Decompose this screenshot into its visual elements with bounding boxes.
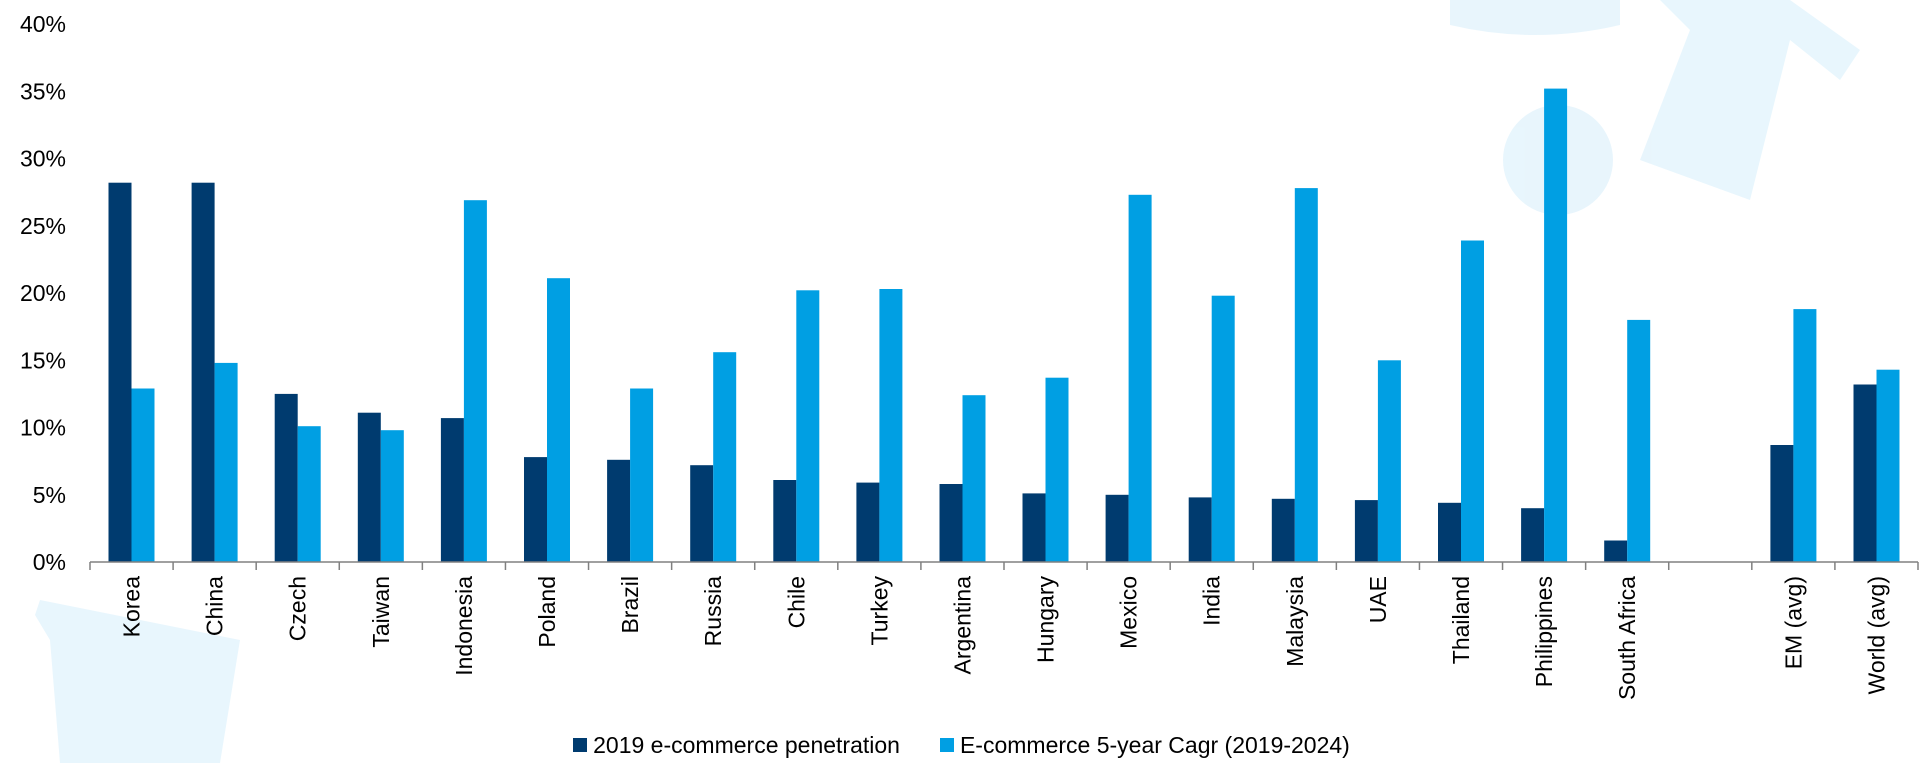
bar-penetration	[773, 480, 797, 562]
bar-penetration	[524, 457, 547, 562]
x-tick-label: Taiwan	[368, 576, 394, 648]
legend-item-cagr: E-commerce 5-year Cagr (2019-2024)	[939, 731, 1350, 759]
y-tick-label: 20%	[20, 280, 66, 306]
bar-penetration	[1271, 498, 1295, 562]
legend-item-penetration: 2019 e-commerce penetration	[573, 732, 900, 759]
x-tick-label: Hungary	[1033, 576, 1059, 663]
x-tick-label: Czech	[285, 576, 311, 641]
bar-cagr	[1876, 369, 1900, 562]
bar-cagr	[1294, 188, 1318, 562]
y-tick-label: 15%	[20, 347, 66, 373]
y-tick-label: 40%	[20, 11, 66, 37]
bar-penetration	[1604, 540, 1628, 562]
x-tick-label: EM (avg)	[1780, 576, 1806, 669]
x-axis: Korea China Czech Taiwan Indonesia Poland Braz…	[89, 561, 1919, 700]
bar-penetration	[1022, 493, 1046, 562]
bar-cagr	[796, 290, 820, 562]
bar-cagr	[380, 430, 404, 562]
bar-penetration	[690, 465, 714, 562]
bar-penetration	[191, 182, 215, 562]
bar-cagr	[297, 426, 321, 562]
bar-penetration	[108, 182, 132, 562]
y-tick-label: 35%	[20, 78, 66, 104]
shirt-watermark-icon	[1640, 0, 1860, 200]
background-decoration	[35, 0, 1860, 763]
bar-penetration	[1770, 445, 1794, 562]
legend-swatch-penetration	[573, 738, 588, 752]
y-tick-label: 30%	[20, 146, 66, 172]
bar-penetration	[1354, 500, 1378, 562]
bar-cagr	[547, 278, 570, 562]
x-tick-label: UAE	[1365, 576, 1391, 623]
y-tick-label: 10%	[20, 415, 66, 441]
bar-cagr	[630, 388, 654, 562]
x-tick-label: Poland	[534, 576, 560, 648]
x-tick-label: Brazil	[617, 576, 643, 634]
x-tick-label: China	[202, 576, 228, 636]
bar-penetration	[856, 482, 880, 562]
legend-label-cagr: E-commerce 5-year Cagr (2019-2024)	[959, 731, 1350, 758]
bar-penetration	[274, 393, 298, 562]
bar-penetration	[939, 484, 963, 562]
bar-penetration	[1521, 508, 1545, 562]
cart-watermark-icon	[35, 600, 240, 763]
bar-cagr	[1793, 309, 1817, 562]
bar-penetration	[440, 418, 464, 562]
bar-cagr	[463, 200, 487, 562]
legend: 2019 e-commerce penetration E-commerce 5…	[0, 732, 1923, 758]
y-tick-label: 25%	[20, 213, 66, 239]
bar-cagr	[1377, 360, 1401, 563]
bar-penetration	[1438, 502, 1461, 562]
y-tick-label: 5%	[33, 482, 66, 508]
legend-swatch-cagr	[939, 738, 954, 752]
x-tick-label: Mexico	[1116, 576, 1142, 649]
bar-cagr	[962, 395, 986, 562]
x-tick-label: Malaysia	[1282, 576, 1308, 667]
x-tick-label: India	[1199, 576, 1225, 626]
x-tick-label: Russia	[700, 576, 726, 647]
bar-cagr	[713, 352, 737, 562]
bar-penetration	[1853, 384, 1877, 562]
x-tick-label: Indonesia	[451, 576, 477, 676]
x-tick-label: Thailand	[1448, 576, 1474, 664]
hat-watermark-icon	[1450, 0, 1620, 35]
x-tick-label: Argentina	[949, 576, 975, 675]
x-tick-label: World (avg)	[1863, 576, 1889, 694]
bar-penetration	[607, 459, 631, 562]
bar-cagr	[1544, 88, 1568, 562]
bars-group	[108, 88, 1900, 563]
bar-cagr	[131, 388, 155, 562]
x-tick-label: Chile	[783, 576, 809, 628]
bar-penetration	[357, 412, 381, 562]
x-tick-label: South Africa	[1614, 576, 1640, 700]
x-tick-label: Korea	[119, 576, 145, 638]
legend-label-penetration: 2019 e-commerce penetration	[593, 731, 900, 758]
bar-cagr	[879, 289, 903, 562]
bar-cagr	[214, 362, 238, 562]
bar-cagr	[1461, 240, 1484, 562]
bar-cagr	[1045, 377, 1069, 562]
bar-cagr	[1211, 295, 1235, 562]
bar-cagr	[1627, 319, 1651, 562]
y-tick-label: 0%	[33, 549, 66, 575]
bar-penetration	[1105, 494, 1129, 563]
x-tick-label: Turkey	[866, 576, 892, 646]
x-tick-label: Philippines	[1531, 576, 1557, 687]
y-axis: 0% 5% 10% 15% 20% 25% 30% 35% 40%	[20, 11, 66, 575]
bar-penetration	[1188, 497, 1212, 562]
bar-cagr	[1128, 194, 1152, 563]
